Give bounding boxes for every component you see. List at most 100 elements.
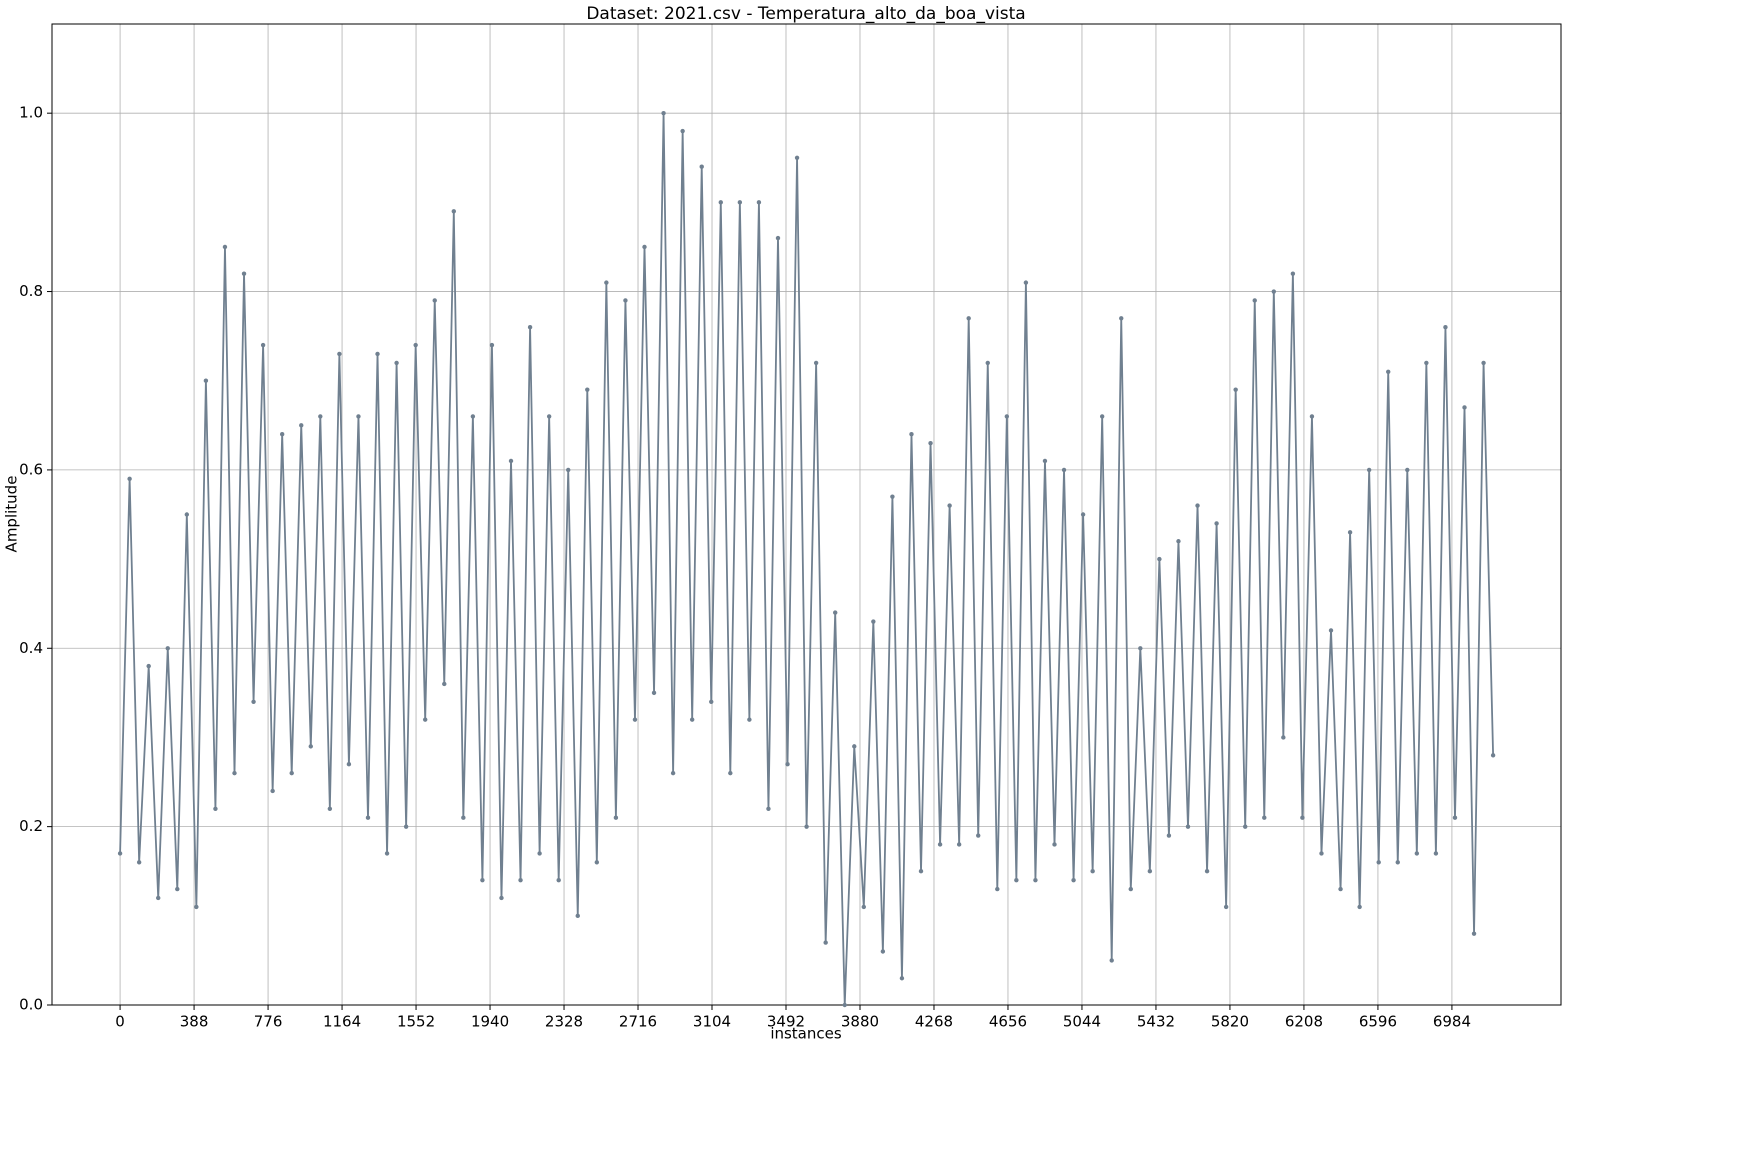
data-point xyxy=(756,200,762,205)
data-point xyxy=(747,717,752,722)
data-point xyxy=(117,851,123,856)
data-point xyxy=(1071,877,1076,883)
x-tick-label: 6984 xyxy=(1433,1013,1471,1031)
data-point xyxy=(461,815,466,820)
data-point xyxy=(508,458,514,464)
data-point xyxy=(451,209,457,214)
data-point xyxy=(890,494,895,499)
data-point xyxy=(1195,503,1200,508)
data-point xyxy=(1290,271,1296,276)
data-point xyxy=(403,824,409,829)
data-point xyxy=(480,877,485,883)
y-axis-label: Amplitude xyxy=(3,476,21,553)
data-point xyxy=(1233,387,1238,392)
data-point xyxy=(642,244,647,250)
data-point xyxy=(1033,877,1038,883)
data-point xyxy=(308,744,313,749)
data-point xyxy=(1471,931,1477,936)
data-point xyxy=(623,298,628,303)
data-point xyxy=(365,815,371,820)
data-point xyxy=(899,976,905,981)
data-point xyxy=(1090,869,1095,874)
x-tick-label: 3492 xyxy=(767,1013,805,1031)
data-point xyxy=(442,681,447,687)
data-point xyxy=(518,877,523,883)
data-point xyxy=(356,414,361,419)
data-point xyxy=(566,467,571,473)
data-point xyxy=(470,414,476,419)
data-point xyxy=(661,110,666,116)
data-point xyxy=(861,904,867,910)
data-point xyxy=(1405,467,1410,473)
data-point xyxy=(1004,414,1010,419)
data-point xyxy=(585,387,590,392)
x-tick-label: 3880 xyxy=(841,1013,879,1031)
data-point xyxy=(1243,824,1248,829)
data-point xyxy=(613,815,619,820)
data-point xyxy=(1376,860,1381,865)
data-point xyxy=(1128,886,1133,892)
data-point xyxy=(346,762,352,767)
plot-frame xyxy=(51,23,1562,1006)
data-point xyxy=(1338,886,1343,892)
data-point xyxy=(394,360,399,366)
data-point xyxy=(1061,467,1067,473)
x-tick-label: 1164 xyxy=(323,1013,361,1031)
data-point xyxy=(1271,289,1277,294)
data-point xyxy=(1300,815,1305,820)
data-point xyxy=(976,833,981,838)
data-point xyxy=(823,940,828,945)
x-tick-label: 388 xyxy=(180,1013,209,1031)
chart-title: Dataset: 2021.csv - Temperatura_alto_da_… xyxy=(586,4,1025,24)
data-point xyxy=(689,717,695,722)
data-point xyxy=(1490,753,1496,758)
data-point xyxy=(680,128,685,134)
data-point xyxy=(995,886,1000,892)
data-point xyxy=(413,342,418,348)
data-point xyxy=(260,342,266,348)
data-point xyxy=(1319,851,1324,856)
data-point xyxy=(1023,280,1029,285)
data-point xyxy=(279,432,285,437)
data-point xyxy=(709,699,714,704)
data-point xyxy=(1157,556,1162,562)
x-tick-label: 2716 xyxy=(619,1013,657,1031)
data-point xyxy=(241,271,247,276)
data-point xyxy=(1481,360,1486,366)
data-point xyxy=(384,851,390,856)
data-point xyxy=(785,762,790,767)
x-tick-label: 1940 xyxy=(471,1013,509,1031)
data-point xyxy=(1347,530,1353,535)
data-point xyxy=(546,414,552,419)
data-point xyxy=(1357,904,1362,910)
data-point xyxy=(1414,851,1420,856)
data-point xyxy=(1147,869,1153,874)
data-point xyxy=(1214,521,1219,526)
data-point xyxy=(985,360,990,366)
data-point xyxy=(1386,369,1391,375)
data-point xyxy=(842,1002,847,1008)
data-point xyxy=(813,360,819,366)
data-point xyxy=(1262,815,1267,820)
data-point xyxy=(699,164,704,169)
data-point xyxy=(375,351,380,357)
data-point xyxy=(422,717,428,722)
y-tick-label: 0.2 xyxy=(19,817,43,835)
data-point xyxy=(1281,735,1286,740)
data-point xyxy=(1395,860,1400,865)
x-tick-label: 776 xyxy=(254,1013,283,1031)
data-point xyxy=(1452,815,1458,820)
data-point xyxy=(1176,539,1181,544)
data-point xyxy=(175,886,180,892)
data-point xyxy=(1424,360,1429,366)
data-point xyxy=(136,860,142,865)
data-point xyxy=(928,440,933,446)
data-point xyxy=(1433,851,1439,856)
data-point xyxy=(1443,325,1448,330)
x-tick-label: 5432 xyxy=(1137,1013,1175,1031)
y-tick-label: 0.8 xyxy=(19,282,43,300)
data-point xyxy=(1204,869,1210,874)
data-point xyxy=(632,717,638,722)
data-point xyxy=(937,842,943,847)
